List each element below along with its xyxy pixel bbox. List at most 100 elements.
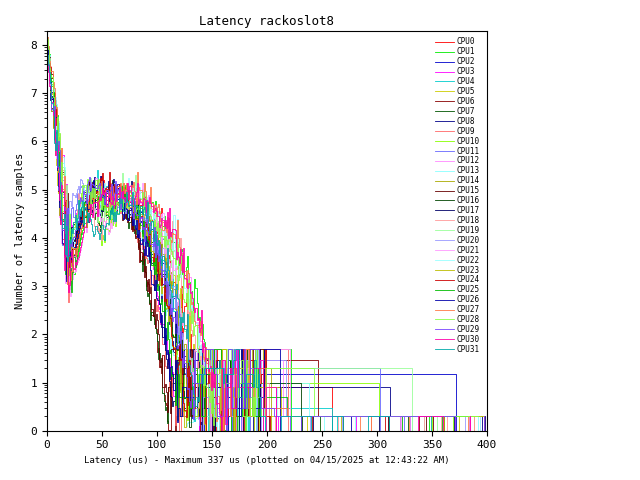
CPU6: [43, 53, 51, 59]
Line: CPU30: CPU30: [47, 59, 470, 431]
CPU2: [452, 428, 460, 433]
CPU14: [68, 257, 76, 263]
CPU14: [108, 196, 116, 202]
CPU21: [145, 210, 153, 216]
CPU14: [67, 245, 75, 251]
CPU17: [445, 413, 453, 419]
CPU1: [43, 34, 51, 39]
CPU25: [195, 371, 203, 377]
CPU17: [481, 413, 488, 419]
CPU3: [142, 227, 150, 232]
CPU0: [185, 349, 193, 355]
CPU27: [219, 428, 227, 433]
Line: CPU16: CPU16: [47, 44, 484, 431]
CPU10: [183, 417, 191, 422]
CPU31: [106, 207, 113, 213]
CPU0: [209, 428, 217, 433]
CPU8: [184, 380, 191, 385]
CPU23: [160, 291, 168, 297]
CPU19: [433, 413, 441, 419]
CPU17: [143, 243, 151, 249]
CPU14: [43, 52, 51, 58]
CPU14: [229, 428, 237, 433]
CPU19: [160, 248, 168, 254]
CPU9: [175, 428, 183, 433]
CPU15: [281, 428, 289, 433]
CPU29: [163, 281, 171, 287]
CPU12: [207, 356, 214, 361]
CPU6: [156, 363, 164, 369]
CPU7: [137, 258, 145, 264]
CPU1: [44, 45, 52, 50]
CPU24: [266, 428, 274, 433]
CPU24: [404, 428, 412, 433]
Line: CPU17: CPU17: [47, 47, 484, 431]
CPU4: [98, 179, 106, 184]
CPU11: [93, 213, 100, 218]
CPU20: [199, 394, 207, 400]
CPU29: [108, 192, 116, 198]
Line: CPU18: CPU18: [47, 37, 474, 431]
CPU7: [43, 37, 51, 43]
CPU0: [59, 236, 67, 241]
CPU20: [183, 331, 191, 337]
CPU24: [116, 192, 124, 198]
CPU0: [168, 283, 176, 288]
CPU18: [44, 46, 52, 52]
CPU27: [283, 413, 291, 419]
CPU10: [243, 384, 251, 390]
CPU4: [203, 428, 211, 433]
CPU2: [109, 186, 117, 192]
CPU3: [43, 35, 51, 41]
CPU27: [67, 277, 74, 283]
CPU16: [102, 211, 109, 216]
CPU15: [92, 189, 99, 194]
Line: CPU24: CPU24: [47, 39, 408, 431]
CPU8: [188, 405, 196, 410]
CPU17: [159, 334, 166, 340]
CPU30: [107, 202, 115, 207]
Line: CPU13: CPU13: [47, 37, 478, 431]
Line: CPU19: CPU19: [47, 38, 437, 431]
CPU22: [43, 34, 51, 39]
CPU26: [49, 109, 56, 115]
CPU18: [145, 201, 152, 206]
CPU12: [232, 428, 240, 433]
CPU12: [60, 213, 67, 218]
CPU3: [199, 405, 207, 410]
CPU20: [43, 42, 51, 48]
CPU14: [479, 413, 486, 419]
CPU20: [93, 192, 100, 197]
CPU12: [481, 428, 488, 433]
CPU11: [223, 428, 230, 433]
CPU9: [231, 357, 239, 362]
CPU19: [211, 371, 218, 377]
CPU16: [297, 428, 305, 433]
CPU13: [43, 34, 51, 40]
CPU11: [205, 394, 212, 400]
CPU0: [43, 53, 51, 59]
CPU13: [68, 248, 76, 254]
CPU4: [43, 53, 51, 59]
CPU20: [173, 323, 180, 329]
CPU10: [43, 38, 51, 44]
CPU30: [60, 267, 67, 273]
CPU31: [261, 428, 269, 433]
CPU12: [43, 55, 51, 60]
CPU29: [223, 428, 230, 433]
CPU19: [174, 291, 182, 297]
CPU17: [148, 260, 156, 266]
CPU24: [199, 428, 207, 433]
CPU30: [152, 208, 160, 214]
CPU16: [184, 380, 191, 385]
CPU26: [56, 217, 64, 223]
CPU11: [188, 405, 195, 411]
CPU31: [96, 230, 104, 236]
CPU7: [162, 404, 170, 409]
CPU9: [253, 394, 261, 400]
CPU17: [124, 195, 131, 201]
CPU5: [470, 428, 477, 433]
CPU21: [43, 53, 51, 59]
Line: CPU2: CPU2: [47, 38, 456, 431]
CPU18: [470, 428, 477, 433]
